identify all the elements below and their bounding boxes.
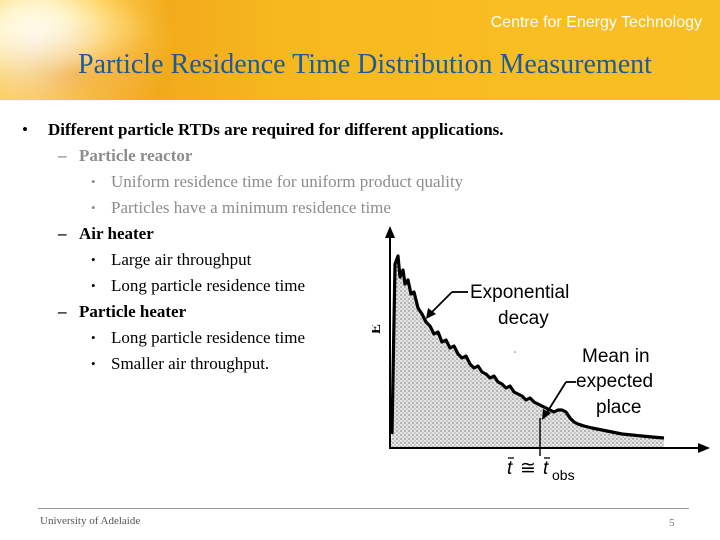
reactor-item-text: Uniform residence time for uniform produ…	[111, 172, 464, 191]
x-marker-t: t	[507, 458, 513, 479]
particle-heater-item-text: Smaller air throughput.	[111, 354, 270, 373]
mean-label-line2: expected	[576, 371, 653, 392]
x-axis-arrow-icon	[698, 443, 710, 453]
brand-name: Centre for Energy Technology	[490, 14, 702, 31]
bullet-glyph: •	[91, 252, 96, 267]
bullet-glyph: •	[91, 200, 96, 215]
footer-divider	[38, 508, 689, 509]
x-marker-approx: ≅	[520, 458, 536, 479]
mean-label-line1: Mean in	[582, 346, 650, 367]
bullet-glyph: •	[91, 174, 96, 189]
rtd-curve-area	[390, 256, 664, 447]
header-band: Centre for Energy Technology Particle Re…	[0, 0, 720, 100]
dash-glyph: –	[58, 146, 67, 165]
x-marker-obs-subscript: obs	[552, 467, 575, 483]
footer-institution: University of Adelaide	[40, 515, 141, 527]
subheading-air-heater: Air heater	[79, 224, 154, 243]
particle-heater-item-text: Long particle residence time	[111, 328, 305, 347]
bullet-glyph: •	[22, 120, 28, 139]
dash-glyph: –	[58, 302, 67, 321]
bullet-glyph: •	[91, 278, 96, 293]
subheading-particle-heater: Particle heater	[79, 302, 187, 321]
image-speck	[514, 351, 516, 353]
decay-label-line1: Exponential	[470, 282, 569, 303]
dash-glyph: –	[58, 224, 67, 243]
reactor-item-text: Particles have a minimum residence time	[111, 198, 391, 217]
mean-arrow-icon	[542, 409, 551, 420]
slide-title: Particle Residence Time Distribution Mea…	[78, 49, 652, 80]
y-axis-label: E	[372, 324, 384, 334]
rtd-curve-line	[390, 254, 665, 440]
decay-arrow-icon	[426, 308, 436, 319]
bullet-glyph: •	[91, 356, 96, 371]
decay-leader-line	[429, 291, 453, 315]
air-heater-item-text: Long particle residence time	[111, 276, 305, 295]
air-heater-item-text: Large air throughput	[111, 250, 252, 269]
bullet-glyph: •	[91, 330, 96, 345]
page-number: 5	[669, 517, 675, 529]
mean-label-line3: place	[596, 397, 641, 418]
decay-label-line2: decay	[498, 308, 549, 329]
mean-leader-line	[545, 381, 567, 415]
rtd-diagram-svg: E Exponential decay Mean in expected pla…	[372, 226, 710, 483]
rtd-diagram: E Exponential decay Mean in expected pla…	[372, 222, 712, 490]
main-bullet-text: Different particle RTDs are required for…	[48, 120, 504, 139]
sun-flare	[0, 0, 210, 100]
subheading-particle-reactor: Particle reactor	[79, 146, 193, 165]
y-axis-arrow-icon	[385, 226, 395, 238]
x-marker-tobs: t	[543, 458, 549, 479]
